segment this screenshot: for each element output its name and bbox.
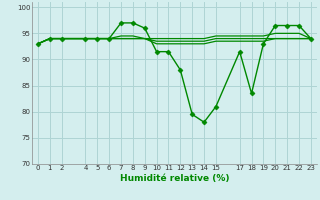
- X-axis label: Humidité relative (%): Humidité relative (%): [120, 174, 229, 183]
